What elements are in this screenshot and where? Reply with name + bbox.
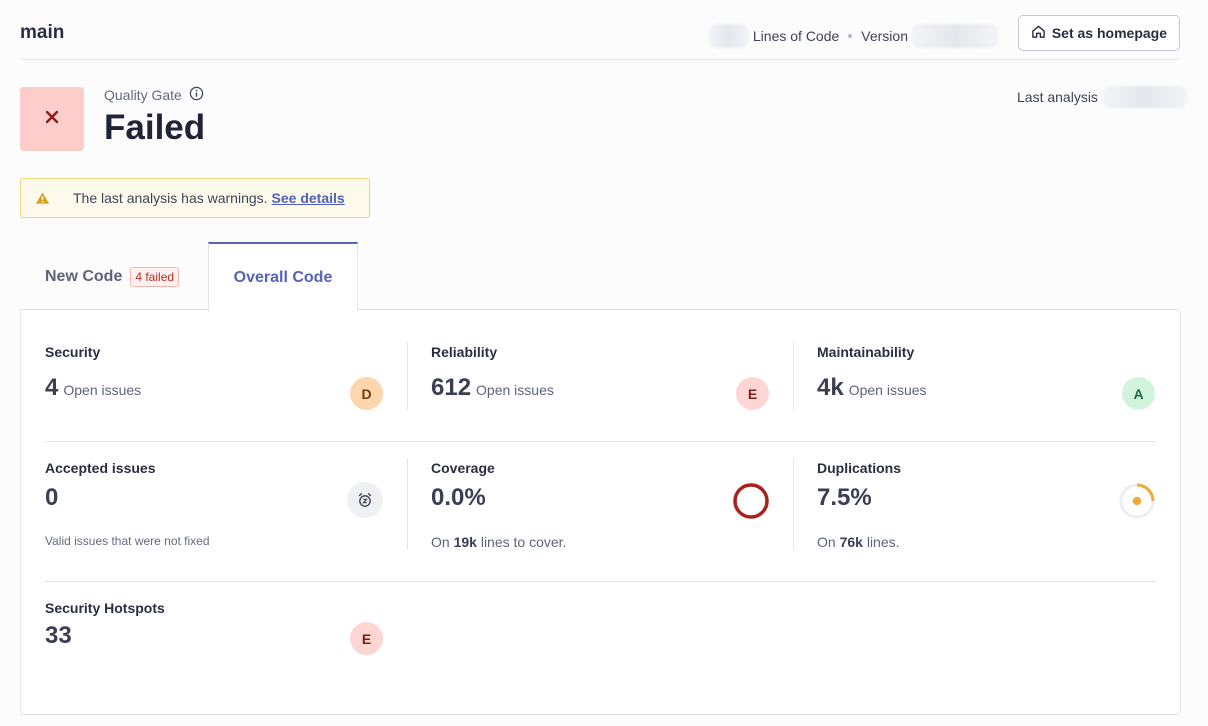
security-hotspots-title: Security Hotspots (45, 600, 165, 616)
duplications-title: Duplications (817, 460, 902, 476)
reliability-title: Reliability (431, 344, 498, 360)
quality-gate-status: Failed (104, 108, 206, 147)
security-value[interactable]: 4 (45, 374, 59, 401)
project-header: main Lines of Code Version Set as homepa… (20, 0, 1180, 60)
security-metric[interactable]: Security 4 Open issues (45, 344, 141, 402)
see-details-link[interactable]: See details (271, 190, 345, 206)
reliability-metric[interactable]: Reliability 612 Open issues (431, 344, 554, 402)
duplications-metric[interactable]: Duplications 7.5% On 76k lines. (817, 460, 901, 550)
coverage-ring-icon (732, 482, 770, 525)
warning-text: The last analysis has warnings. See detai… (73, 190, 345, 206)
divider (45, 441, 1156, 442)
duplications-lines[interactable]: 76k (839, 534, 863, 550)
maintainability-rating-badge[interactable]: A (1122, 377, 1155, 410)
last-analysis: Last analysis (1017, 86, 1188, 108)
maintainability-value[interactable]: 4k (817, 374, 844, 401)
version-label: Version (861, 28, 908, 44)
duplications-value[interactable]: 7.5% (817, 484, 872, 511)
duplications-note: On 76k lines. (817, 534, 901, 550)
security-rating-badge[interactable]: D (350, 377, 383, 410)
accepted-issues-value[interactable]: 0 (45, 484, 59, 511)
quality-gate-label: Quality Gate (104, 86, 204, 104)
coverage-title: Coverage (431, 460, 495, 476)
security-hotspots-rating-badge[interactable]: E (350, 622, 383, 655)
reliability-rating-badge[interactable]: E (736, 377, 769, 410)
last-analysis-label: Last analysis (1017, 89, 1098, 105)
accepted-issues-note: Valid issues that were not fixed (45, 534, 210, 548)
version-value-redacted (912, 24, 998, 48)
quality-gate-label-text: Quality Gate (104, 87, 182, 103)
duplications-note-prefix: On (817, 534, 836, 550)
coverage-lines-to-cover[interactable]: 19k (453, 534, 477, 550)
security-unit: Open issues (63, 382, 142, 398)
divider (45, 581, 1156, 582)
tab-new-code[interactable]: New Code 4 failed (20, 243, 208, 310)
security-title: Security (45, 344, 101, 360)
tab-new-code-label: New Code (45, 267, 123, 285)
close-icon (44, 109, 60, 130)
coverage-note-suffix: lines to cover. (480, 534, 567, 550)
divider (407, 342, 408, 410)
analysis-warning-banner: The last analysis has warnings. See detai… (20, 178, 370, 218)
coverage-metric[interactable]: Coverage 0.0% On 19k lines to cover. (431, 460, 566, 550)
coverage-note: On 19k lines to cover. (431, 534, 566, 550)
divider (793, 458, 794, 550)
divider (407, 458, 408, 550)
lines-of-code-label: Lines of Code (752, 28, 840, 44)
meta-separator (848, 34, 853, 38)
security-hotspots-metric[interactable]: Security Hotspots 33 (45, 600, 165, 650)
home-icon (1031, 24, 1046, 42)
warning-icon (21, 191, 63, 205)
maintainability-metric[interactable]: Maintainability 4k Open issues (817, 344, 927, 402)
duplication-donut-icon (1118, 482, 1156, 525)
overall-code-panel: Security 4 Open issues D Reliability 612… (20, 309, 1181, 715)
coverage-value[interactable]: 0.0% (431, 484, 486, 511)
branch-name: main (20, 22, 65, 43)
reliability-value[interactable]: 612 (431, 374, 472, 401)
last-analysis-value-redacted (1101, 86, 1188, 108)
coverage-note-prefix: On (431, 534, 450, 550)
reliability-unit: Open issues (476, 382, 554, 398)
failed-conditions-badge: 4 failed (130, 266, 180, 287)
quality-gate-failed-indicator (20, 87, 84, 151)
maintainability-unit: Open issues (848, 382, 927, 398)
duplications-note-suffix: lines. (866, 534, 900, 550)
divider (793, 342, 794, 410)
set-as-homepage-button[interactable]: Set as homepage (1017, 15, 1180, 51)
accepted-issues-metric[interactable]: Accepted issues 0 Valid issues that were… (45, 460, 210, 548)
tab-overall-code[interactable]: Overall Code (208, 242, 358, 311)
set-as-homepage-label: Set as homepage (1051, 25, 1167, 41)
alarm-clock-icon (347, 482, 383, 518)
security-hotspots-value[interactable]: 33 (45, 622, 72, 649)
lines-of-code-value-redacted (708, 24, 749, 48)
accepted-issues-title: Accepted issues (45, 460, 156, 476)
info-icon[interactable] (189, 86, 204, 104)
maintainability-title: Maintainability (817, 344, 915, 360)
warning-message: The last analysis has warnings. (73, 190, 268, 206)
project-meta: Lines of Code Version (708, 24, 998, 48)
